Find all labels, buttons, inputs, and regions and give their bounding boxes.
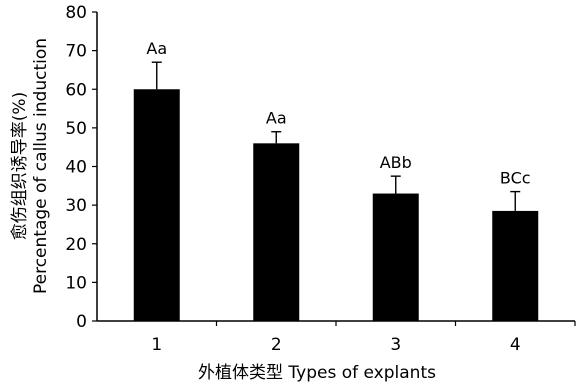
bar <box>492 210 539 321</box>
y-axis: 0 10 20 30 40 50 60 70 80 <box>65 3 98 332</box>
significance-label: BCc <box>500 169 531 188</box>
x-tick-label: 3 <box>390 335 401 355</box>
y-tick-label: 30 <box>65 196 87 216</box>
y-tick-label: 70 <box>65 42 87 62</box>
x-tick-label: 4 <box>510 335 521 355</box>
y-tick-label: 10 <box>65 273 87 293</box>
y-tick-label: 60 <box>65 80 87 100</box>
y-axis-title-en: Percentage of callus induction <box>31 38 51 294</box>
x-axis: 1 2 3 4 <box>97 320 576 355</box>
y-axis-title-cn: 愈伤组织诱导率(%) <box>10 92 30 240</box>
bar <box>372 193 419 321</box>
y-tick-label: 40 <box>65 158 87 178</box>
x-tick-label: 1 <box>151 335 162 355</box>
y-tick-label: 0 <box>76 312 87 332</box>
significance-labels: Aa Aa ABb BCc <box>146 39 530 187</box>
significance-label: Aa <box>266 109 287 128</box>
significance-label: ABb <box>380 153 412 172</box>
significance-label: Aa <box>146 39 167 58</box>
error-bars <box>151 61 521 211</box>
y-tick-label: 50 <box>65 119 87 139</box>
x-axis-title: 外植体类型 Types of explants <box>198 363 436 383</box>
x-tick-label: 2 <box>271 335 282 355</box>
y-tick-label: 80 <box>65 3 87 23</box>
bar <box>133 89 180 321</box>
bars <box>133 89 539 321</box>
bar <box>253 143 300 321</box>
y-tick-label: 20 <box>65 235 87 255</box>
